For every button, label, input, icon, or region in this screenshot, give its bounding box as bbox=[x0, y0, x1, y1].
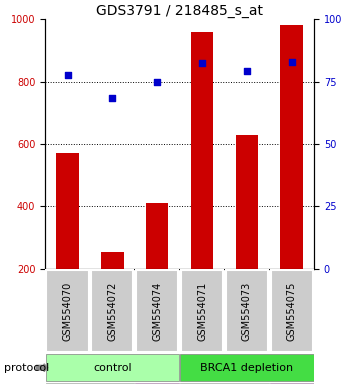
Bar bbox=[146, 203, 168, 331]
FancyBboxPatch shape bbox=[45, 354, 179, 381]
Text: GSM554074: GSM554074 bbox=[152, 281, 162, 341]
Text: control: control bbox=[93, 362, 132, 373]
Bar bbox=[56, 153, 79, 331]
Bar bbox=[191, 32, 213, 331]
FancyBboxPatch shape bbox=[180, 383, 269, 384]
FancyBboxPatch shape bbox=[135, 383, 179, 384]
Text: GSM554071: GSM554071 bbox=[197, 281, 207, 341]
Text: protocol: protocol bbox=[4, 362, 49, 373]
Point bbox=[154, 79, 160, 85]
Text: GSM554075: GSM554075 bbox=[287, 281, 297, 341]
Text: GSM554070: GSM554070 bbox=[62, 281, 73, 341]
Bar bbox=[101, 252, 123, 331]
FancyBboxPatch shape bbox=[181, 270, 223, 352]
FancyBboxPatch shape bbox=[136, 270, 178, 352]
FancyBboxPatch shape bbox=[45, 383, 134, 384]
Point bbox=[199, 60, 205, 66]
Point bbox=[109, 95, 115, 101]
Text: GSM554072: GSM554072 bbox=[107, 281, 117, 341]
FancyBboxPatch shape bbox=[91, 270, 134, 352]
Title: GDS3791 / 218485_s_at: GDS3791 / 218485_s_at bbox=[96, 4, 263, 18]
FancyBboxPatch shape bbox=[271, 270, 313, 352]
FancyBboxPatch shape bbox=[270, 383, 314, 384]
Point bbox=[244, 68, 250, 74]
FancyBboxPatch shape bbox=[47, 270, 88, 352]
Text: GSM554073: GSM554073 bbox=[242, 281, 252, 341]
Bar bbox=[280, 25, 303, 331]
Point bbox=[289, 59, 295, 65]
Text: BRCA1 depletion: BRCA1 depletion bbox=[200, 362, 293, 373]
Point bbox=[65, 72, 70, 78]
FancyBboxPatch shape bbox=[180, 354, 314, 381]
FancyBboxPatch shape bbox=[226, 270, 268, 352]
Bar bbox=[236, 135, 258, 331]
